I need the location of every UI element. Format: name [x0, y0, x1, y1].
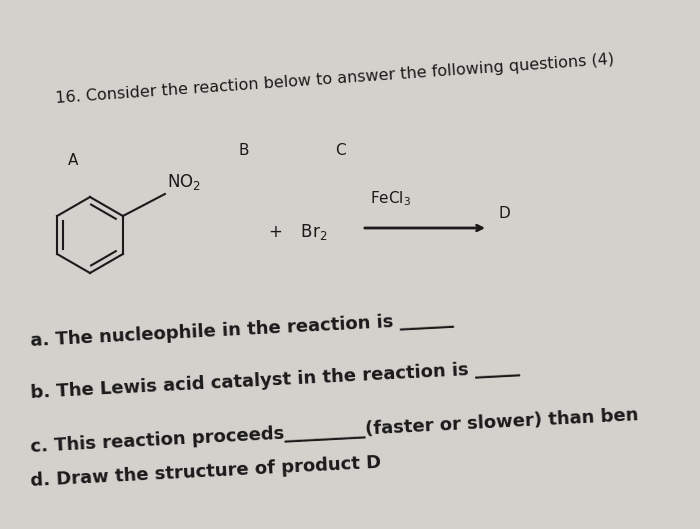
Text: c. This reaction proceeds_________(faster or slower) than ben: c. This reaction proceeds_________(faste… [30, 406, 639, 456]
Text: C: C [335, 143, 346, 158]
Text: B: B [238, 143, 248, 158]
Text: FeCl$_3$: FeCl$_3$ [370, 189, 411, 208]
Text: a. The nucleophile in the reaction is ______: a. The nucleophile in the reaction is __… [30, 310, 454, 350]
Text: 16. Consider the reaction below to answer the following questions (4): 16. Consider the reaction below to answe… [55, 52, 615, 106]
Text: b. The Lewis acid catalyst in the reaction is _____: b. The Lewis acid catalyst in the reacti… [30, 358, 520, 402]
Text: d. Draw the structure of product D: d. Draw the structure of product D [30, 454, 382, 490]
Text: A: A [68, 153, 78, 168]
Text: D: D [498, 206, 510, 221]
Text: NO$_2$: NO$_2$ [167, 172, 201, 192]
Text: +   Br$_2$: + Br$_2$ [268, 222, 328, 242]
